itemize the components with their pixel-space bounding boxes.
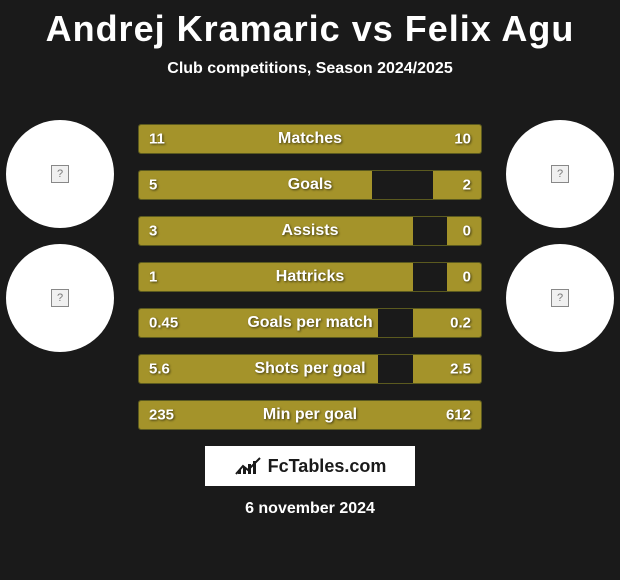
stat-value-left: 0.45 [149,315,178,332]
stat-value-left: 3 [149,223,157,240]
stat-value-right: 0.2 [450,315,471,332]
stat-bar-right [433,171,481,199]
stat-value-left: 235 [149,407,174,424]
stat-bar-left [139,125,378,153]
chart-icon [234,456,262,476]
stat-label: Assists [282,222,339,240]
stat-row: 235 612 Min per goal [138,400,482,430]
club-right-logo: ? [506,244,614,352]
comparison-title: Andrej Kramaric vs Felix Agu [0,0,620,50]
club-left-logo: ? [6,244,114,352]
stat-value-right: 2.5 [450,361,471,378]
player-left-avatar: ? [6,120,114,228]
stat-row: 11 10 Matches [138,124,482,154]
branding-badge: FcTables.com [205,446,415,486]
placeholder-icon: ? [551,165,569,183]
stat-label: Goals [288,176,332,194]
stat-value-right: 0 [463,269,471,286]
stat-value-right: 0 [463,223,471,240]
stat-value-right: 2 [463,177,471,194]
stat-value-left: 1 [149,269,157,286]
stat-label: Min per goal [263,406,357,424]
placeholder-icon: ? [551,289,569,307]
stat-value-right: 612 [446,407,471,424]
branding-text: FcTables.com [268,456,387,477]
comparison-subtitle: Club competitions, Season 2024/2025 [0,60,620,78]
stat-bar-left [139,171,372,199]
stat-row: 5.6 2.5 Shots per goal [138,354,482,384]
stat-label: Matches [278,130,342,148]
stat-label: Shots per goal [254,360,365,378]
stat-value-right: 10 [454,131,471,148]
stat-bar-left [139,217,413,245]
stat-label: Goals per match [247,314,372,332]
stat-row: 0.45 0.2 Goals per match [138,308,482,338]
placeholder-icon: ? [51,289,69,307]
stat-value-left: 5.6 [149,361,170,378]
placeholder-icon: ? [51,165,69,183]
stats-panel: 1110Matches52Goals30Assists10Hattricks0.… [138,124,482,430]
stat-value-left: 5 [149,177,157,194]
stat-value-left: 11 [149,131,165,148]
left-avatar-column: ? ? [6,120,114,352]
stat-row: 5 2 Goals [138,170,482,200]
stat-row: 1 0 Hattricks [138,262,482,292]
right-avatar-column: ? ? [506,120,614,352]
player-right-avatar: ? [506,120,614,228]
stat-row: 3 0 Assists [138,216,482,246]
stat-label: Hattricks [276,268,344,286]
date-label: 6 november 2024 [0,500,620,518]
